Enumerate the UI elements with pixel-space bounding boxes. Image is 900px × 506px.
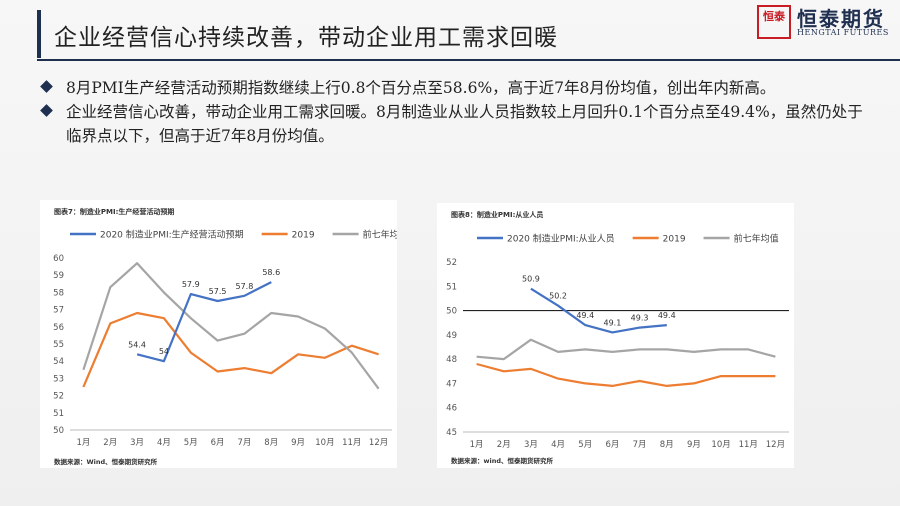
legend-label: 2020 制造业PMI:生产经营活动预期 — [100, 229, 244, 241]
y-tick-label: 45 — [446, 428, 457, 438]
x-tick-label: 7月 — [237, 438, 251, 448]
legend-label: 前七年均值 — [734, 233, 779, 245]
data-label: 54 — [159, 347, 169, 356]
y-tick-label: 54 — [53, 357, 64, 367]
x-tick-label: 8月 — [264, 438, 278, 448]
data-label: 57.5 — [209, 287, 227, 296]
x-tick-label: 11月 — [739, 440, 758, 450]
y-tick-label: 56 — [53, 323, 64, 333]
x-tick-label: 4月 — [551, 440, 565, 450]
series-line-2 — [476, 338, 776, 361]
y-tick-label: 47 — [446, 379, 457, 389]
series-line-0 — [530, 287, 667, 334]
legend-label: 2019 — [663, 235, 686, 245]
chart-source: 数据来源：Wind、恒泰期货研究所 — [54, 458, 158, 466]
x-tick-label: 1月 — [470, 440, 484, 450]
x-tick-label: 4月 — [157, 438, 171, 448]
title-divider — [37, 59, 900, 61]
y-tick-label: 51 — [446, 282, 457, 292]
data-label: 57.9 — [182, 280, 200, 289]
x-tick-label: 5月 — [184, 438, 198, 448]
x-tick-label: 10月 — [315, 438, 334, 448]
y-tick-label: 58 — [53, 288, 64, 298]
x-tick-label: 8月 — [660, 440, 674, 450]
x-tick-label: 10月 — [711, 440, 730, 450]
bullet-item: 企业经营信心改善，带动企业用工需求回暖。8月制造业从业人员指数较上月回升0.1个… — [40, 100, 870, 148]
data-label: 49.1 — [604, 318, 622, 327]
bullet-text: 企业经营信心改善，带动企业用工需求回暖。8月制造业从业人员指数较上月回升0.1个… — [66, 103, 863, 145]
data-label: 50.2 — [549, 292, 567, 301]
chart-source: 数据来源：wind、恒泰期货研究所 — [451, 457, 554, 465]
data-label: 58.6 — [262, 268, 280, 277]
chart-employment: 2020 制造业PMI:从业人员 2019 前七年均值 45 46 47 48 49 50 51 5… — [446, 233, 789, 450]
y-tick-label: 52 — [53, 392, 64, 402]
y-tick-label: 48 — [446, 355, 457, 365]
x-tick-label: 2月 — [103, 438, 117, 448]
y-tick-label: 50 — [53, 426, 64, 436]
y-tick-label: 52 — [446, 258, 457, 268]
diamond-bullet-icon — [40, 104, 53, 117]
data-label: 49.3 — [631, 314, 649, 323]
page-title: 企业经营信心持续改善，带动企业用工需求回暖 — [54, 25, 558, 51]
series-line-1 — [82, 311, 379, 388]
logo-seal-icon: 恒泰 — [757, 5, 791, 39]
data-label: 54.4 — [128, 340, 146, 349]
chart-panel-title: 图表8：制造业PMI:从业人员 — [451, 211, 544, 219]
series-line-2 — [82, 262, 380, 390]
y-tick-label: 59 — [53, 271, 64, 281]
chart-panel-title: 图表7：制造业PMI:生产经营活动预期 — [54, 208, 175, 216]
y-tick-label: 55 — [53, 340, 64, 350]
x-tick-label: 3月 — [524, 440, 538, 450]
y-tick-label: 49 — [446, 331, 457, 341]
data-label: 57.8 — [236, 282, 254, 291]
y-tick-label: 51 — [53, 409, 64, 419]
chart-panel-employment: 图表8：制造业PMI:从业人员 2020 制造业PMI:从业人员 2019 前七年均… — [437, 203, 794, 468]
bullet-text: 8月PMI生产经营活动预期指数继续上行0.8个百分点至58.6%，高于近7年8月… — [66, 79, 776, 97]
bullet-item: 8月PMI生产经营活动预期指数继续上行0.8个百分点至58.6%，高于近7年8月… — [40, 76, 870, 100]
y-tick-label: 60 — [53, 254, 64, 264]
y-tick-label: 46 — [446, 404, 457, 414]
x-tick-label: 7月 — [633, 440, 647, 450]
bullet-list: 8月PMI生产经营活动预期指数继续上行0.8个百分点至58.6%，高于近7年8月… — [40, 76, 870, 148]
logo-subtitle: HENGTAI FUTURES — [797, 28, 889, 37]
logo-name: 恒泰期货 — [797, 7, 885, 31]
legend-label: 2019 — [292, 231, 315, 241]
diamond-bullet-icon — [40, 80, 53, 93]
legend-label: 前七年均值 — [363, 229, 397, 241]
x-tick-label: 3月 — [130, 438, 144, 448]
chart-panel-production-expectation: 图表7：制造业PMI:生产经营活动预期 2020 制造业PMI:生产经营活动预期… — [40, 200, 397, 468]
x-tick-label: 9月 — [291, 438, 305, 448]
title-accent-bar — [37, 10, 41, 58]
x-tick-label: 11月 — [342, 438, 361, 448]
legend-label: 2020 制造业PMI:从业人员 — [507, 233, 615, 245]
data-label: 49.4 — [658, 311, 676, 320]
y-tick-label: 57 — [53, 306, 64, 316]
series-line-0 — [136, 281, 272, 363]
data-label: 50.9 — [522, 275, 540, 284]
x-tick-label: 6月 — [605, 440, 619, 450]
x-tick-label: 1月 — [76, 438, 90, 448]
company-logo: 恒泰 恒泰期货 HENGTAI FUTURES — [757, 3, 900, 41]
y-tick-label: 50 — [446, 307, 457, 317]
chart-production-expectation: 2020 制造业PMI:生产经营活动预期 2019 前七年均值 50 51 52 53 54 5… — [53, 229, 397, 449]
x-tick-label: 12月 — [766, 440, 785, 450]
x-tick-label: 5月 — [578, 440, 592, 450]
data-label: 49.4 — [576, 311, 594, 320]
y-tick-label: 53 — [53, 374, 64, 384]
x-tick-label: 2月 — [497, 440, 511, 450]
x-tick-label: 6月 — [211, 438, 225, 448]
series-line-1 — [476, 362, 776, 387]
x-tick-label: 9月 — [687, 440, 701, 450]
x-tick-label: 12月 — [369, 438, 388, 448]
